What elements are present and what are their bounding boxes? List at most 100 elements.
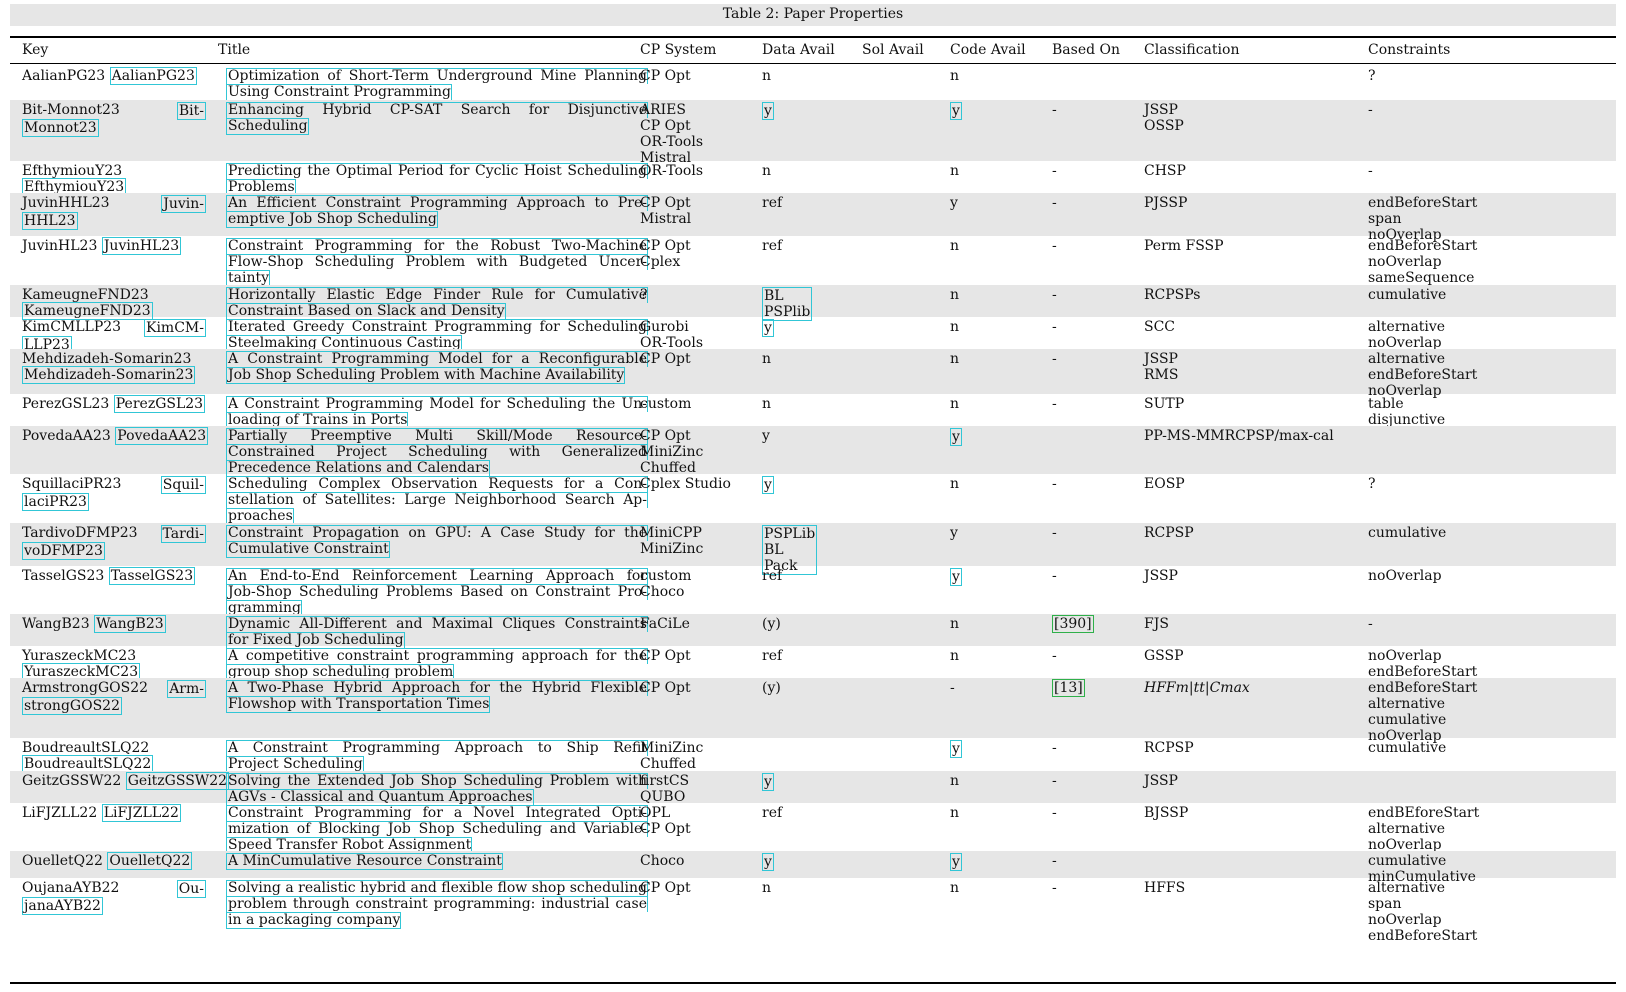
code-avail-value: n [950,319,960,335]
title-link[interactable]: Scheduling Complex Observation Requests … [226,476,648,529]
key-text: KimCMLLP23 [22,319,122,335]
title-link[interactable]: A competitive constraint programming app… [226,648,648,685]
key-cell: KameugneFND23 KameugneFND23 [22,287,208,320]
title-line: Flow-Shop Scheduling Problem with Budget… [226,254,648,270]
key-line: Mehdizadeh-Somarin23 [22,366,208,384]
cp-system-item: Cplex Studio [640,476,731,492]
table-row: YuraszeckMC23 YuraszeckMC23 A competitive … [10,646,1616,681]
classification-item: RMS [1144,367,1179,383]
title-link[interactable]: An Efficient Constraint Programming Appr… [226,195,648,232]
cp-system-item: firstCS [640,773,690,789]
constraints-cell: noOverlap endBeforeStart [1368,648,1477,680]
code-avail-cell: n [950,163,959,179]
key-cell: Bit-Monnot23 Bit- Monnot23 [22,102,208,137]
title-link[interactable]: Constraint Propagation on GPU: A Case St… [226,525,648,562]
key-cell: TardivoDFMP23 Tardi-voDFMP23 [22,525,208,560]
table-row: Bit-Monnot23 Bit- Monnot23 Enhancing Hybrid… [10,100,1616,166]
key-cell: TasselGS23 TasselGS23 [22,567,208,585]
title-link[interactable]: A MinCumulative Resource Constraint [226,853,648,874]
classification-cell: FJS [1144,616,1169,632]
title-link[interactable]: Constraint Programming for a Novel Integ… [226,805,648,858]
table-row: PerezGSL23 PerezGSL23 A Constraint Progra… [10,394,1616,429]
table-caption: Table 2: Paper Properties [10,4,1616,26]
classification-item: FJS [1144,616,1169,632]
constraint-item: disjunctive [1368,412,1446,428]
based-on-cell: - [1052,568,1057,584]
title-link[interactable]: Solving a realistic hybrid and flexible … [226,880,648,933]
cp-system-item: QUBO [640,789,686,805]
based-on-cell: - [1052,195,1057,211]
classification-item: CHSP [1144,163,1186,179]
title-link[interactable]: Predicting the Optimal Period for Cyclic… [226,163,648,200]
data-avail-value: ref [762,195,783,211]
title-link[interactable]: Partially Preemptive Multi Skill/Mode Re… [226,428,648,481]
key-cite-link: Squil- [160,476,206,494]
constraint-item: cumulative [1368,525,1447,541]
title-line: Iterated Greedy Constraint Programming f… [226,319,648,335]
title-link[interactable]: A Constraint Programming Approach to Shi… [226,740,648,777]
constraint-item: noOverlap [1368,648,1442,664]
code-avail-cell: n [950,616,959,632]
based-on-link[interactable]: [390] [1052,615,1094,633]
title-link[interactable]: Optimization of Short-Term Underground M… [226,68,648,105]
key-cite-link: janaAYB22 [22,897,103,915]
code-avail-value: y [950,102,962,120]
classification-cell: BJSSP [1144,805,1188,821]
table-row: OujanaAYB22 Ou-janaAYB22 Solving a realist… [10,878,1616,944]
title-link[interactable]: Iterated Greedy Constraint Programming f… [226,319,648,356]
constraints-cell: endBeforeStart span noOverlap [1368,195,1477,243]
key-line: JuvinHHL23 Juvin- [22,195,206,213]
key-line: HHL23 [22,212,208,230]
key-cite-link: Juvin- [161,195,206,213]
key-line: JuvinHL23 JuvinHL23 [22,237,208,255]
code-avail-value: n [950,287,960,303]
constraints-cell: alternative noOverlap [1368,319,1445,351]
constraint-item: cumulative [1368,712,1447,728]
classification-cell: EOSP [1144,476,1185,492]
data-avail-link: PSPLib BL Pack [762,525,818,575]
title-link[interactable]: A Constraint Programming Model for Sched… [226,396,648,433]
based-on-link[interactable]: [13] [1052,679,1085,697]
key-line: WangB23 WangB23 [22,615,208,633]
code-avail-value: n [950,773,960,789]
cp-system-cell: custom Choco [640,568,691,600]
classification-item: RCPSP [1144,525,1194,541]
constraint-item: span [1368,896,1402,912]
data-avail-value: y [762,773,774,791]
classification-item: PP-MS-MMRCPSP/max-cal [1144,428,1334,444]
cp-system-item: CP Opt [640,118,691,134]
title-link[interactable]: Constraint Programming for the Robust Tw… [226,238,648,291]
title-line: Solving a realistic hybrid and flexible … [226,880,648,896]
code-avail-value: y [950,525,958,541]
key-cell: WangB23 WangB23 [22,615,208,633]
based-on-value: - [1052,195,1057,211]
key-text: ArmstrongGOS22 [22,680,149,696]
data-avail-cell: n [762,351,771,367]
cp-system-cell: CP Opt Mistral [640,195,691,227]
title-link[interactable]: A Constraint Programming Model for a Rec… [226,351,648,388]
title-link[interactable]: Dynamic All-Different and Maximal Clique… [226,616,648,653]
based-on-cell: - [1052,319,1057,335]
based-on-cell: - [1052,648,1057,664]
title-line: A Constraint Programming Approach to Shi… [226,740,648,756]
key-cite-link: Tardi- [160,525,206,543]
title-line: Job-Shop Scheduling Problems Based on Co… [226,584,648,600]
key-text: PerezGSL23 [22,396,114,412]
title-link[interactable]: A Two-Phase Hybrid Approach for the Hybr… [226,680,648,717]
data-avail-value: n [762,880,772,896]
code-avail-value: n [950,476,960,492]
classification-item: JSSP [1144,351,1178,367]
cp-system-cell: FaCiLe [640,616,690,632]
key-cite-link: Monnot23 [22,119,99,137]
based-on-value: - [1052,102,1057,118]
key-text: GeitzGSSW22 [22,773,126,789]
key-cite-link: KameugneFND23 [22,302,153,320]
title-link[interactable]: An End-to-End Reinforcement Learning App… [226,568,648,621]
title-link[interactable]: Horizontally Elastic Edge Finder Rule fo… [226,287,648,324]
constraint-item: span [1368,211,1402,227]
data-avail-value: (y) [762,680,781,696]
title-link[interactable]: Enhancing Hybrid CP-SAT Search for Disju… [226,102,648,139]
title-line: A Constraint Programming Model for a Rec… [226,351,648,367]
title-line: Predicting the Optimal Period for Cyclic… [226,163,648,179]
cp-system-item: Choco [640,584,685,600]
